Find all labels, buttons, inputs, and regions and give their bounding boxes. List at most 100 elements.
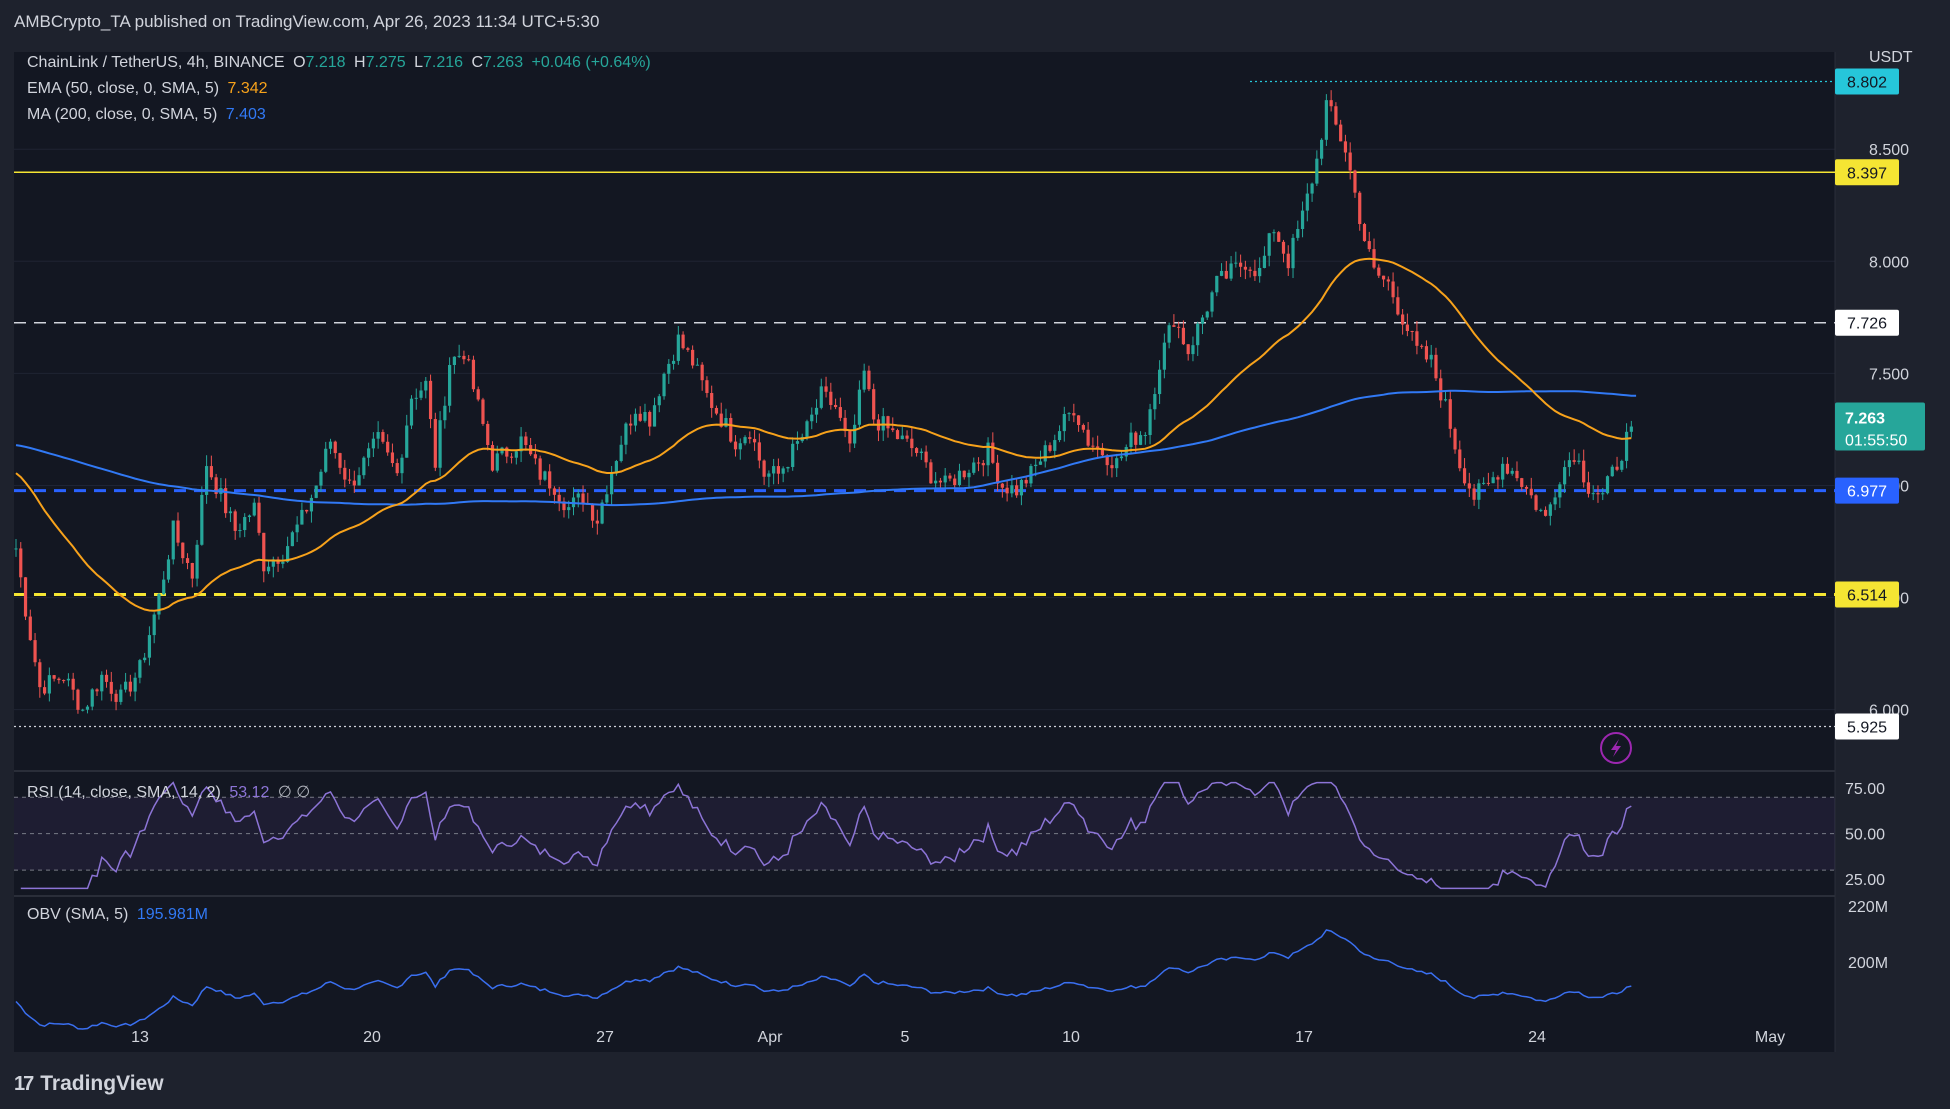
candle-body bbox=[195, 544, 199, 579]
candle-body bbox=[967, 472, 971, 478]
candle-body bbox=[1038, 461, 1043, 465]
rsi-tick-label: 50.00 bbox=[1845, 827, 1885, 844]
candle-body bbox=[762, 460, 766, 477]
flash-icon[interactable] bbox=[1600, 732, 1632, 764]
candle-body bbox=[1329, 100, 1333, 107]
candle-body bbox=[1548, 504, 1552, 516]
chart-canvas[interactable]: 6.0006.5007.0007.5008.0008.500USDT75.005… bbox=[0, 44, 1950, 1056]
candle-body bbox=[1558, 484, 1562, 498]
candle-body bbox=[995, 462, 1000, 484]
candle-body bbox=[1253, 270, 1257, 277]
tradingview-wordmark: TradingView bbox=[40, 1072, 164, 1095]
candle-body bbox=[676, 334, 680, 361]
candle-body bbox=[66, 678, 71, 681]
ema-legend[interactable]: EMA (50, close, 0, SMA, 5) 7.342 bbox=[27, 80, 272, 98]
candle-body bbox=[1605, 476, 1610, 494]
time-tick-label: 10 bbox=[1062, 1029, 1080, 1046]
candle-body bbox=[100, 674, 104, 692]
candle-body bbox=[1448, 399, 1452, 429]
candle-body bbox=[1248, 269, 1252, 271]
candle-body bbox=[652, 405, 657, 427]
candle-body bbox=[376, 432, 380, 439]
candle-body bbox=[1091, 445, 1095, 447]
candle-body bbox=[1539, 509, 1543, 511]
candle-body bbox=[1143, 435, 1147, 437]
candle-body bbox=[1472, 488, 1476, 500]
candle-body bbox=[185, 558, 190, 564]
candle-body bbox=[42, 687, 47, 694]
candle-body bbox=[752, 438, 757, 443]
candle-body bbox=[52, 675, 56, 679]
candle-body bbox=[914, 448, 919, 453]
candle-body bbox=[610, 473, 614, 495]
candle-body bbox=[738, 443, 742, 450]
candle-body bbox=[290, 532, 294, 547]
candle-body bbox=[462, 355, 466, 360]
candle-body bbox=[1563, 467, 1567, 485]
candle-body bbox=[657, 396, 661, 406]
candle-body bbox=[962, 470, 966, 478]
ma-legend[interactable]: MA (200, close, 0, SMA, 5) 7.403 bbox=[27, 106, 270, 124]
candle-body bbox=[1138, 435, 1143, 445]
rsi-legend[interactable]: RSI (14, close, SMA, 14, 2) 53.12 ∅ ∅ bbox=[27, 782, 314, 802]
candle-body bbox=[1072, 413, 1076, 416]
candle-body bbox=[581, 493, 585, 504]
candle-body bbox=[695, 364, 699, 366]
candle-body bbox=[862, 370, 866, 390]
candle-body bbox=[1229, 263, 1233, 279]
candle-body bbox=[824, 386, 828, 392]
candles[interactable] bbox=[14, 90, 1633, 714]
candle-body bbox=[1358, 192, 1362, 225]
rsi-pane bbox=[14, 781, 1835, 890]
candle-body bbox=[838, 407, 842, 418]
candle-body bbox=[386, 441, 390, 453]
candle-body bbox=[1458, 449, 1462, 469]
candle-body bbox=[90, 689, 94, 707]
candle-body bbox=[324, 448, 328, 472]
candle-body bbox=[1196, 323, 1200, 346]
obv-legend[interactable]: OBV (SMA, 5) 195.981M bbox=[27, 906, 212, 924]
ma-label: MA (200, close, 0, SMA, 5) bbox=[27, 106, 218, 123]
candle-body bbox=[1005, 487, 1009, 494]
candle-body bbox=[123, 681, 128, 690]
candle-body bbox=[1210, 292, 1214, 312]
price-tags: 8.802 8.397 7.726 6.977 6.514 5.925 7.263 01:55… bbox=[1835, 68, 1925, 740]
ema-label: EMA (50, close, 0, SMA, 5) bbox=[27, 80, 220, 97]
candle-body bbox=[119, 689, 123, 702]
candle-body bbox=[409, 398, 414, 426]
candle-body bbox=[85, 706, 90, 710]
candle-body bbox=[514, 451, 518, 458]
ma200-line bbox=[15, 389, 1637, 507]
candle-body bbox=[1076, 415, 1081, 426]
symbol-name: ChainLink / TetherUS, 4h, BINANCE bbox=[27, 54, 285, 71]
time-tick-label: 5 bbox=[901, 1029, 910, 1046]
candle-body bbox=[1100, 447, 1105, 456]
candle-body bbox=[1267, 233, 1271, 256]
candle-body bbox=[1134, 432, 1138, 445]
candle-body bbox=[1153, 394, 1157, 410]
price-tag bbox=[1835, 581, 1899, 608]
candle-body bbox=[619, 444, 623, 462]
candle-body bbox=[109, 681, 113, 694]
close-value: 7.263 bbox=[483, 54, 524, 71]
candle-body bbox=[648, 411, 652, 427]
candle-body bbox=[633, 413, 638, 426]
candle-body bbox=[1234, 262, 1238, 264]
candle-body bbox=[104, 674, 109, 682]
candle-body bbox=[805, 421, 809, 437]
candle-body bbox=[1577, 460, 1581, 462]
rsi-value: 53.12 bbox=[229, 784, 270, 801]
price-tag bbox=[1835, 309, 1899, 336]
candle-body bbox=[1224, 270, 1228, 279]
candle-body bbox=[1034, 464, 1038, 467]
candle-body bbox=[352, 480, 356, 486]
candle-body bbox=[257, 502, 261, 533]
candle-body bbox=[23, 577, 28, 617]
candle-body bbox=[1115, 458, 1119, 469]
candle-body bbox=[486, 423, 490, 446]
candle-body bbox=[848, 431, 852, 444]
candle-body bbox=[438, 420, 442, 468]
candle-body bbox=[829, 391, 833, 405]
tradingview-logo[interactable]: 17 TradingView bbox=[14, 1072, 164, 1096]
candle-body bbox=[724, 418, 728, 427]
